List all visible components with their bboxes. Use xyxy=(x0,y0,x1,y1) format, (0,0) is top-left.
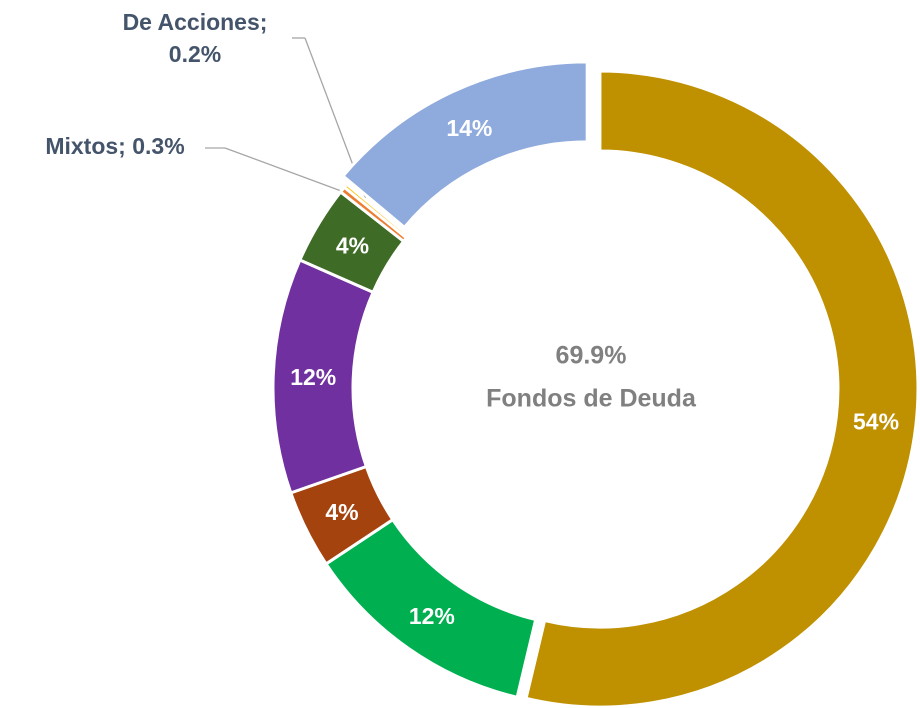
data-label: De Acciones; 0.2% xyxy=(122,9,268,67)
data-label: 12% xyxy=(290,364,336,390)
leader-line xyxy=(224,147,353,196)
slice xyxy=(524,69,920,708)
data-label: 14% xyxy=(446,115,492,141)
data-label: 12% xyxy=(409,603,455,629)
data-label: 4% xyxy=(325,499,358,525)
slice xyxy=(342,182,411,240)
center-label: Fondos de Deuda xyxy=(486,385,697,413)
slice xyxy=(340,60,589,230)
data-label: 4% xyxy=(336,232,369,258)
data-label: Mixtos; 0.3% xyxy=(45,133,185,159)
center-value: 69.9% xyxy=(556,342,627,370)
data-label: 54% xyxy=(853,409,899,435)
